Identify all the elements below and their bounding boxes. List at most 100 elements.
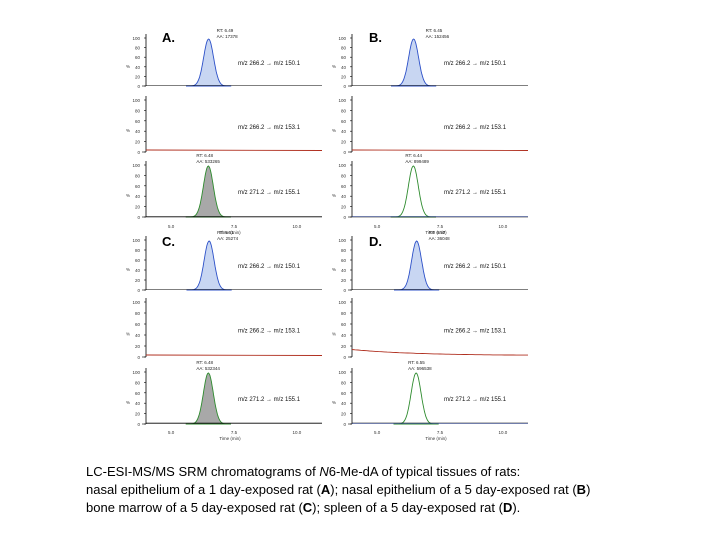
caption-panel-ref: C	[302, 500, 313, 515]
transition-label: m/z 266.2 → m/z 150.1	[238, 264, 301, 270]
peak-annotation: AA: 596538	[408, 366, 432, 371]
peak-annotation: AA: 899489	[405, 159, 429, 164]
y-tick-label: 40	[135, 194, 141, 199]
y-tick-label: 80	[135, 311, 141, 316]
panel-label: B.	[369, 30, 382, 45]
transition-label: m/z 266.2 → m/z 150.1	[238, 61, 301, 67]
panel-label: C.	[162, 234, 175, 249]
caption-panel-ref: D	[502, 500, 513, 515]
trace-baseline	[351, 149, 529, 151]
x-tick-label: 10.0	[292, 430, 301, 435]
y-tick-label: 20	[341, 74, 347, 79]
y-tick-label: 20	[135, 278, 141, 283]
transition-label: m/z 266.2 → m/z 153.1	[444, 329, 507, 335]
y-tick-label: 80	[341, 380, 347, 385]
x-tick-label: 5.0	[374, 430, 381, 435]
y-tick-label: 40	[135, 268, 141, 273]
x-tick-label: 5.0	[168, 430, 175, 435]
y-tick-label: 20	[135, 140, 141, 145]
y-tick-label: 40	[135, 401, 141, 406]
y-tick-label: 0	[343, 422, 346, 427]
y-tick-label: 20	[341, 278, 347, 283]
y-tick-label: 100	[132, 238, 140, 243]
y-axis-unit: %	[126, 128, 130, 133]
y-tick-label: 100	[132, 370, 140, 375]
y-tick-label: 60	[135, 258, 141, 263]
y-tick-label: 60	[135, 322, 141, 327]
trace-baseline	[145, 354, 323, 356]
y-tick-label: 60	[341, 55, 347, 60]
transition-label: m/z 266.2 → m/z 153.1	[238, 329, 301, 335]
chromatogram-peak	[394, 240, 440, 291]
x-tick-label: 10.0	[498, 430, 507, 435]
peak-annotation: AA: 532344	[196, 366, 220, 371]
y-axis-unit: %	[332, 332, 336, 337]
x-tick-label: 10.0	[292, 224, 301, 229]
y-axis-unit: %	[126, 64, 130, 69]
chromatogram-peak	[185, 165, 231, 218]
y-axis-unit: %	[332, 267, 336, 272]
chromatogram-peak	[185, 372, 231, 425]
y-tick-label: 80	[135, 46, 141, 51]
chromatogram-peak	[390, 165, 436, 218]
peak-annotation: RT: 6.51	[217, 230, 234, 235]
y-axis-unit: %	[126, 193, 130, 198]
x-tick-label: 5.0	[374, 224, 381, 229]
caption-text: )	[586, 482, 591, 497]
y-tick-label: 100	[338, 163, 346, 168]
y-tick-label: 80	[341, 173, 347, 178]
x-tick-label: 7.5	[437, 224, 444, 229]
y-tick-label: 80	[135, 173, 141, 178]
y-tick-label: 100	[132, 163, 140, 168]
panel-label: A.	[162, 30, 175, 45]
x-axis-label: Time (min)	[425, 230, 447, 235]
y-tick-label: 20	[341, 205, 347, 210]
y-axis-unit: %	[126, 400, 130, 405]
caption-line-1: LC-ESI-MS/MS SRM chromatograms of N6-Me-…	[86, 463, 706, 481]
caption-text: ); nasal epithelium of a 5 day-exposed r…	[330, 482, 577, 497]
y-tick-label: 60	[135, 184, 141, 189]
y-tick-label: 100	[338, 238, 346, 243]
y-tick-label: 0	[137, 288, 140, 293]
y-tick-label: 60	[341, 119, 347, 124]
peak-annotation: RT: 6.55	[408, 360, 425, 365]
y-tick-label: 20	[341, 412, 347, 417]
trace: 100 80 60 40 20 0% m/z 266.2 → m/z 153.1	[332, 298, 528, 360]
x-axis-label: Time (min)	[219, 436, 241, 441]
peak-annotation: RT: 6.49	[217, 28, 234, 33]
y-tick-label: 100	[338, 98, 346, 103]
trace: 100 80 60 40 20 0% m/z 266.2 → m/z 153.1	[126, 298, 323, 360]
y-tick-label: 20	[135, 344, 141, 349]
y-axis-unit: %	[332, 128, 336, 133]
caption-line-3: bone marrow of a 5 day-exposed rat (C); …	[86, 499, 706, 517]
y-axis-unit: %	[126, 267, 130, 272]
trace-baseline	[145, 149, 323, 151]
figure-caption: LC-ESI-MS/MS SRM chromatograms of N6-Me-…	[86, 463, 706, 517]
y-tick-label: 60	[341, 322, 347, 327]
y-tick-label: 20	[135, 74, 141, 79]
transition-label: m/z 266.2 → m/z 150.1	[444, 61, 507, 67]
caption-italic: N	[319, 464, 329, 479]
x-tick-label: 7.5	[231, 224, 238, 229]
caption-text: bone marrow of a 5 day-exposed rat (	[86, 500, 303, 515]
y-tick-label: 0	[137, 84, 140, 89]
trace-line	[351, 349, 528, 356]
y-tick-label: 0	[137, 422, 140, 427]
y-tick-label: 0	[137, 215, 140, 220]
y-tick-label: 100	[132, 300, 140, 305]
peak-annotation: RT: 6.48	[196, 360, 213, 365]
trace: 100 80 60 40 20 0% m/z 266.2 → m/z 153.1	[332, 96, 529, 155]
transition-label: m/z 266.2 → m/z 150.1	[444, 264, 507, 270]
y-axis-unit: %	[332, 193, 336, 198]
y-tick-label: 0	[343, 84, 346, 89]
y-tick-label: 40	[341, 129, 347, 134]
